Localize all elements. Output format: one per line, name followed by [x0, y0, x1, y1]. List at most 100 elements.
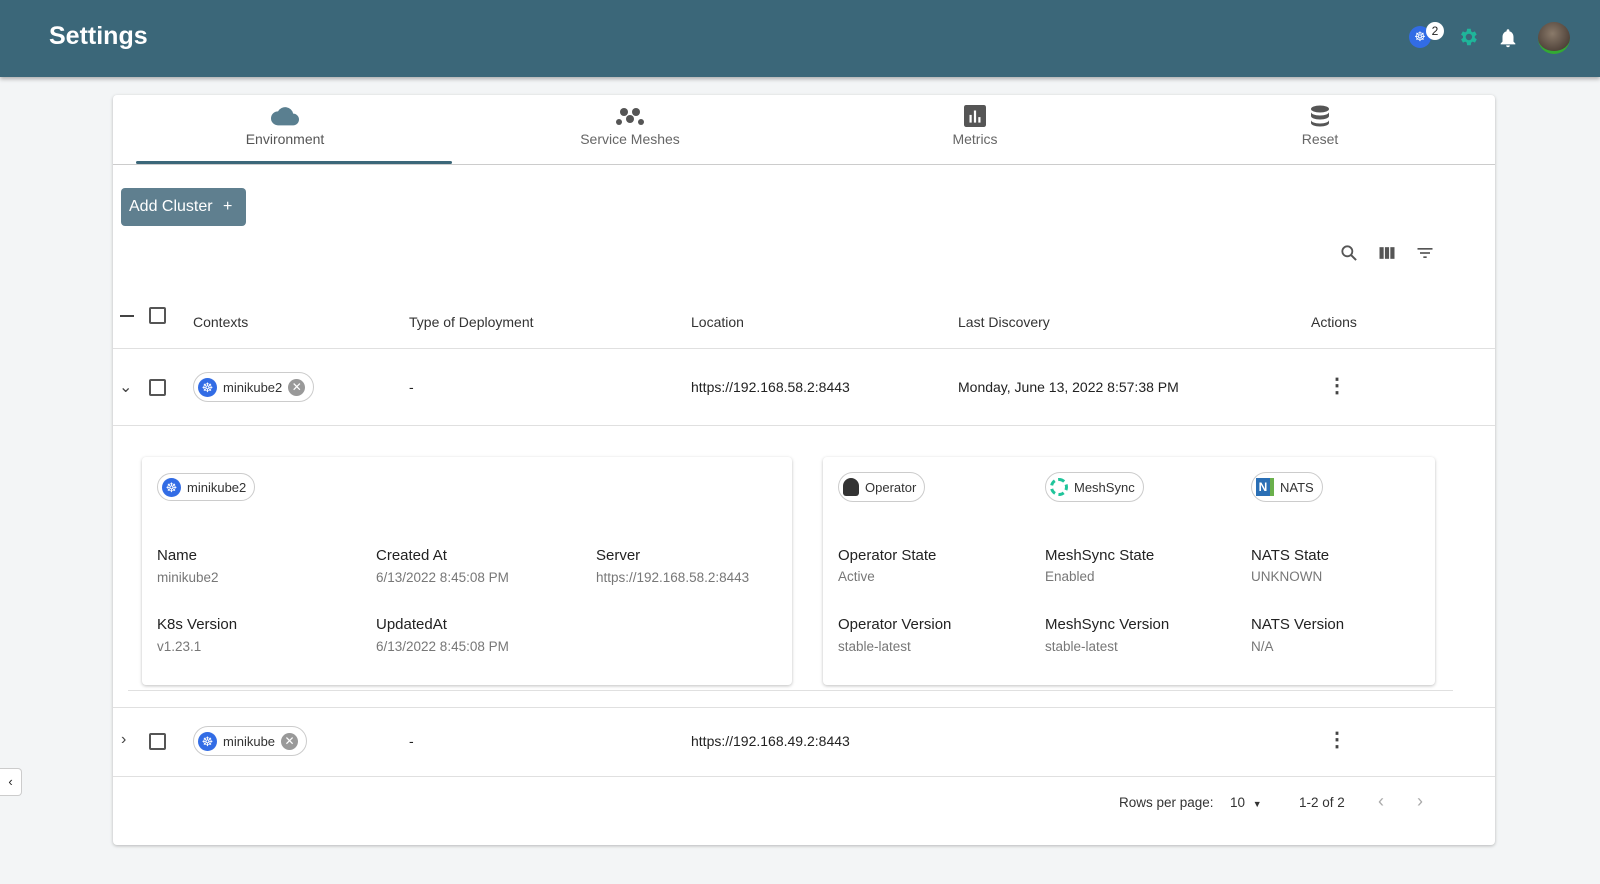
- tab-environment[interactable]: Environment: [113, 95, 457, 165]
- chevron-right-icon[interactable]: ›: [121, 731, 127, 748]
- tab-reset[interactable]: Reset: [1148, 95, 1492, 165]
- created-label: Created At: [376, 547, 447, 564]
- context-chip[interactable]: ☸ minikube ✕: [193, 726, 308, 756]
- meshsync-state-value: Enabled: [1045, 569, 1095, 584]
- cluster-details-panel: ☸ minikube2 Name minikube2 Created At 6/1…: [142, 457, 792, 685]
- bar-chart-icon: [964, 105, 986, 127]
- meshsync-state-label: MeshSync State: [1045, 547, 1155, 564]
- cloud-icon: [271, 107, 299, 126]
- nats-state-value: UNKNOWN: [1251, 569, 1323, 584]
- database-icon: [1311, 105, 1329, 127]
- collapse-all-icon[interactable]: [120, 315, 134, 317]
- tab-metrics[interactable]: Metrics: [803, 95, 1147, 165]
- chip-label: minikube2: [187, 479, 247, 495]
- kubernetes-icon: ☸: [198, 377, 217, 397]
- search-icon[interactable]: [1339, 243, 1359, 263]
- chevron-down-icon[interactable]: ⌄: [119, 379, 133, 396]
- updated-label: UpdatedAt: [376, 616, 447, 633]
- app-header: Settings ☸ 2: [0, 0, 1600, 77]
- name-value: minikube2: [157, 570, 219, 585]
- operator-version-value: stable-latest: [838, 639, 911, 654]
- caret-down-icon: ▼: [1252, 799, 1262, 809]
- kubernetes-icon: ☸: [162, 477, 181, 497]
- rows-per-page-select[interactable]: 10 ▼: [1230, 795, 1262, 810]
- close-icon[interactable]: ✕: [281, 732, 299, 750]
- chip-label: NATS: [1280, 479, 1314, 495]
- divider: [113, 707, 1495, 708]
- tab-label: Environment: [245, 131, 325, 147]
- sidebar-toggle-button[interactable]: ‹: [0, 768, 22, 796]
- location: https://192.168.49.2:8443: [691, 733, 850, 749]
- operator-state-value: Active: [838, 569, 875, 584]
- operator-icon: [843, 478, 859, 496]
- gear-icon[interactable]: [1457, 26, 1479, 48]
- active-tab-indicator: [136, 161, 452, 164]
- tab-service-meshes[interactable]: Service Meshes: [458, 95, 802, 165]
- view-columns-icon[interactable]: [1377, 243, 1397, 263]
- operator-version-label: Operator Version: [838, 616, 952, 633]
- col-contexts[interactable]: Contexts: [193, 314, 249, 330]
- divider: [113, 348, 1495, 349]
- context-chip[interactable]: ☸ minikube2 ✕: [193, 372, 315, 402]
- chip-label: minikube: [223, 733, 276, 749]
- col-location[interactable]: Location: [691, 314, 744, 330]
- meshsync-chip[interactable]: MeshSync: [1045, 472, 1144, 502]
- more-vert-icon[interactable]: ⋮: [1327, 729, 1347, 751]
- prev-page-icon[interactable]: ‹: [1378, 791, 1384, 811]
- deployment-type: -: [409, 379, 414, 395]
- col-type[interactable]: Type of Deployment: [409, 314, 534, 330]
- tab-label: Metrics: [952, 131, 998, 147]
- deployment-type: -: [409, 733, 414, 749]
- filter-icon[interactable]: [1415, 243, 1435, 263]
- plus-icon: +: [223, 198, 233, 215]
- bell-icon[interactable]: [1497, 26, 1519, 50]
- col-last-discovery[interactable]: Last Discovery: [958, 314, 1050, 330]
- col-actions: Actions: [1311, 314, 1357, 330]
- nats-version-label: NATS Version: [1251, 616, 1345, 633]
- k8s-version-label: K8s Version: [157, 616, 238, 633]
- context-chip[interactable]: ☸ minikube2: [157, 473, 256, 501]
- server-value: https://192.168.58.2:8443: [596, 570, 750, 585]
- nats-state-label: NATS State: [1251, 547, 1330, 564]
- last-discovery: Monday, June 13, 2022 8:57:38 PM: [958, 379, 1179, 395]
- add-cluster-label: Add Cluster: [129, 198, 213, 215]
- location: https://192.168.58.2:8443: [691, 379, 850, 395]
- close-icon[interactable]: ✕: [288, 378, 306, 396]
- row-checkbox[interactable]: [149, 733, 166, 750]
- k8s-version-value: v1.23.1: [157, 639, 202, 654]
- nats-icon: N: [1256, 478, 1274, 496]
- pagination-range: 1-2 of 2: [1299, 795, 1345, 810]
- chip-label: MeshSync: [1074, 479, 1135, 495]
- rows-per-page-value: 10: [1230, 795, 1246, 810]
- server-label: Server: [596, 547, 641, 564]
- divider: [128, 690, 1453, 691]
- chip-label: minikube2: [223, 379, 283, 395]
- kubernetes-icon: ☸: [198, 731, 217, 751]
- more-vert-icon[interactable]: ⋮: [1327, 375, 1347, 397]
- updated-value: 6/13/2022 8:45:08 PM: [376, 639, 509, 654]
- notification-count-badge: 2: [1426, 22, 1444, 40]
- operator-chip[interactable]: Operator: [838, 472, 926, 502]
- divider: [113, 425, 1495, 426]
- kubernetes-icon[interactable]: ☸: [1409, 26, 1431, 48]
- meshsync-version-value: stable-latest: [1045, 639, 1118, 654]
- row-checkbox[interactable]: [149, 379, 166, 396]
- nats-version-value: N/A: [1251, 639, 1274, 654]
- page-title: Settings: [49, 22, 148, 50]
- select-all-checkbox[interactable]: [149, 307, 166, 324]
- meshsync-icon: [1050, 478, 1068, 496]
- settings-tabs: Environment Service Meshes Metrics Reset: [113, 95, 1495, 165]
- chip-label: Operator: [865, 479, 917, 495]
- meshsync-version-label: MeshSync Version: [1045, 616, 1170, 633]
- divider: [113, 776, 1495, 777]
- nats-chip[interactable]: N NATS: [1251, 472, 1323, 502]
- rows-per-page-label: Rows per page:: [1119, 795, 1214, 810]
- add-cluster-button[interactable]: Add Cluster +: [121, 188, 246, 226]
- meshery-components-panel: Operator MeshSync N NATS Operator State A…: [823, 457, 1435, 685]
- name-label: Name: [157, 547, 198, 564]
- avatar[interactable]: [1538, 22, 1570, 54]
- mesh-icon: [616, 108, 644, 125]
- operator-state-label: Operator State: [838, 547, 937, 564]
- next-page-icon[interactable]: ›: [1417, 791, 1423, 811]
- tab-label: Service Meshes: [580, 131, 680, 147]
